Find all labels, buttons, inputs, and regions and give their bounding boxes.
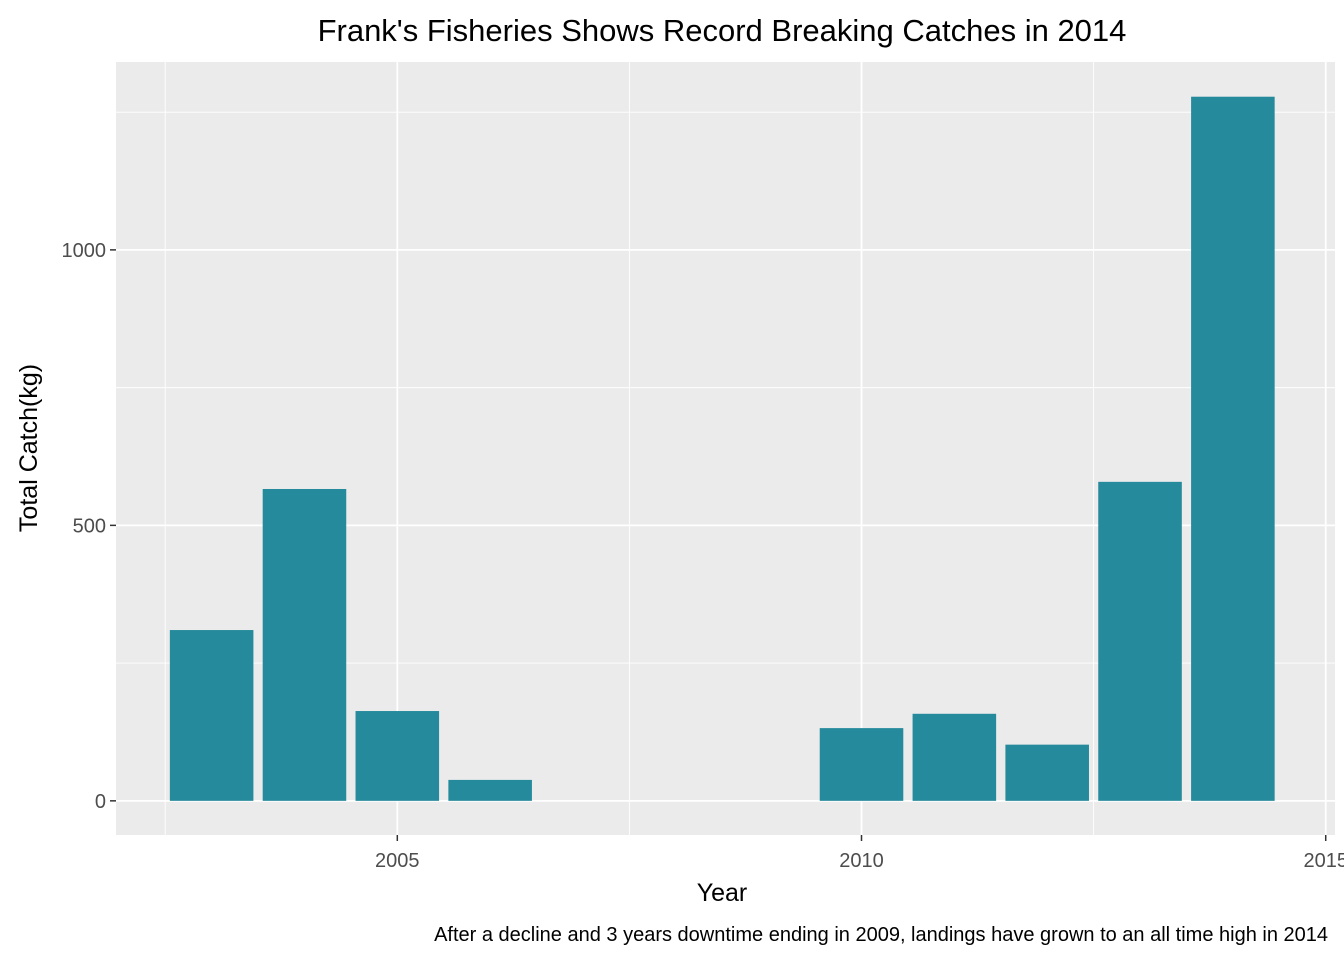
axis-ticks: 0 500 1000 2005 2010 2015 bbox=[62, 240, 1344, 872]
bars bbox=[169, 96, 1275, 801]
bar-2011 bbox=[912, 713, 997, 801]
bar-2006 bbox=[448, 779, 532, 801]
x-tick-label: 2005 bbox=[375, 850, 420, 872]
x-tick-label: 2010 bbox=[839, 850, 884, 872]
bar-2014 bbox=[1191, 96, 1275, 801]
bar-2005 bbox=[355, 711, 440, 801]
bar-2003 bbox=[169, 630, 254, 801]
y-tick-label: 1000 bbox=[62, 240, 107, 262]
bar-2004 bbox=[262, 488, 347, 801]
chart-caption: After a decline and 3 years downtime end… bbox=[434, 924, 1328, 946]
bar-2013 bbox=[1098, 481, 1182, 801]
y-axis-label: Total Catch(kg) bbox=[15, 364, 43, 532]
x-axis-label: Year bbox=[697, 879, 748, 907]
chart-title: Frank's Fisheries Shows Record Breaking … bbox=[318, 13, 1127, 48]
bar-2012 bbox=[1005, 744, 1089, 801]
x-tick-label: 2015 bbox=[1303, 850, 1344, 872]
y-tick-label: 0 bbox=[95, 791, 106, 813]
y-tick-label: 500 bbox=[73, 515, 106, 537]
bar-2010 bbox=[819, 728, 904, 801]
